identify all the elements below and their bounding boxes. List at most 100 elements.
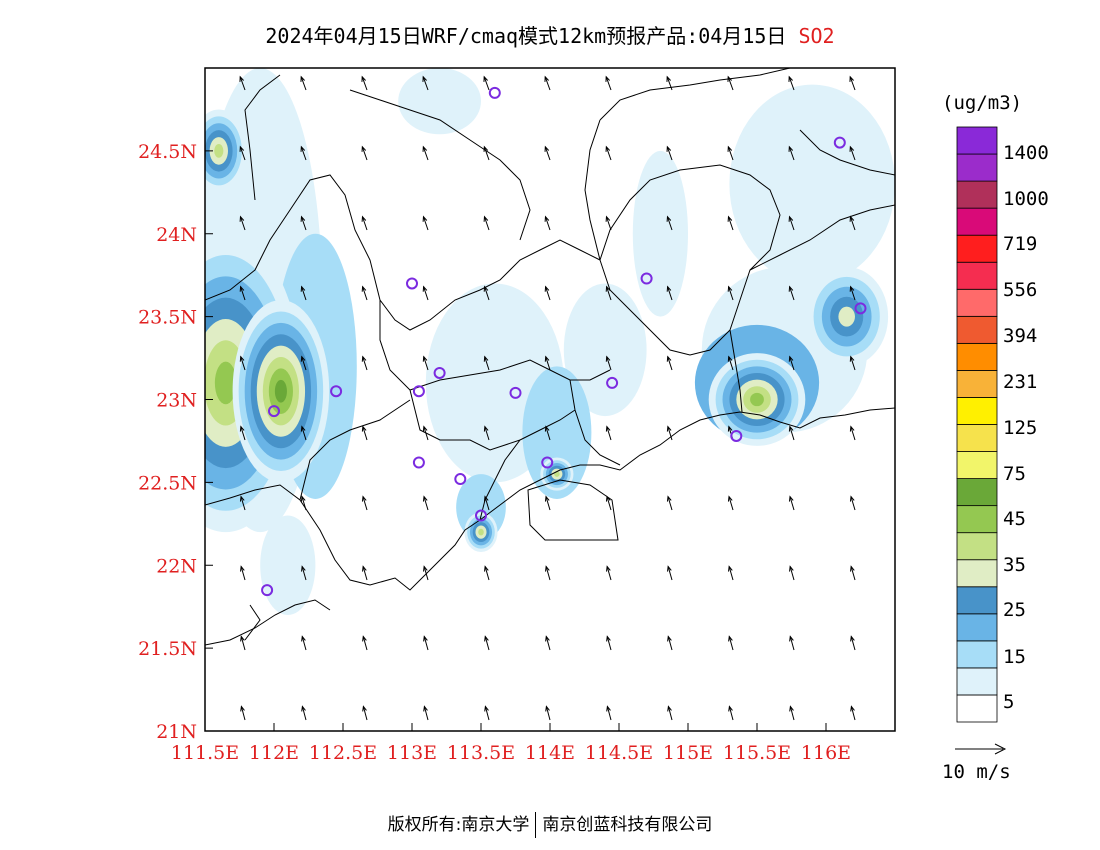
- wind-arrow: [605, 425, 612, 441]
- station-marker: [412, 385, 425, 398]
- wind-arrow: [483, 425, 490, 441]
- wind-arrow: [666, 145, 673, 161]
- wind-arrow: [422, 145, 429, 161]
- title-species: SO2: [798, 24, 835, 48]
- legend-label: 556: [1003, 279, 1037, 301]
- legend-swatch: [956, 478, 998, 507]
- wind-arrow: [422, 215, 429, 231]
- wind-arrow: [484, 635, 490, 651]
- station-marker: [854, 302, 867, 315]
- wind-arrow: [422, 285, 429, 301]
- wind-arrow: [362, 635, 368, 651]
- station-marker: [509, 386, 522, 399]
- legend-swatch: [956, 342, 998, 371]
- wind-arrow: [483, 215, 490, 231]
- wind-arrow: [240, 635, 246, 651]
- wind-arrow: [361, 145, 368, 161]
- wind-arrow: [361, 425, 368, 441]
- wind-arrow: [606, 635, 612, 651]
- x-tick-label: 112.5E: [309, 742, 377, 764]
- wind-arrow: [788, 285, 795, 301]
- wind-arrow: [545, 705, 551, 721]
- legend-label: 1400: [1003, 142, 1049, 164]
- wind-arrow: [605, 495, 612, 511]
- legend-swatch: [956, 288, 998, 317]
- legend-swatch: [956, 315, 998, 344]
- concentration-plume: [214, 143, 224, 158]
- wind-arrow: [849, 75, 856, 91]
- wind-arrow: [605, 215, 612, 231]
- legend-swatch: [956, 180, 998, 209]
- wind-arrow: [850, 565, 856, 581]
- wind-arrow: [788, 75, 795, 91]
- legend-unit: (ug/m3): [942, 92, 1022, 114]
- wind-arrow: [483, 355, 490, 371]
- wind-arrow: [666, 215, 673, 231]
- wind-arrow: [544, 75, 551, 91]
- concentration-plume: [214, 361, 237, 405]
- admin-boundaries: [205, 68, 895, 646]
- wind-arrow: [300, 495, 307, 511]
- wind-arrow: [544, 495, 551, 511]
- legend-label: 45: [1003, 508, 1026, 530]
- wind-arrow: [789, 565, 795, 581]
- wind-arrow: [484, 705, 490, 721]
- wind-arrow: [605, 75, 612, 91]
- station-marker: [541, 456, 554, 469]
- concentration-patch: [729, 84, 895, 284]
- longitude-axis: 111.5E 112E 112.5E 113E 113.5E 114E 114.5E 115E…: [171, 723, 851, 764]
- wind-arrow: [849, 215, 856, 231]
- title-main: 2024年04月15日WRF/cmaq模式12km预报产品:04月15日: [265, 24, 787, 48]
- concentration-plume: [478, 528, 484, 536]
- wind-arrow: [667, 635, 673, 651]
- wind-arrow: [300, 75, 307, 91]
- legend-swatch: [956, 694, 998, 723]
- wind-arrow: [361, 495, 368, 511]
- concentration-fill: [205, 68, 895, 615]
- x-tick-label: 114E: [525, 742, 575, 764]
- x-tick-label: 113.5E: [447, 742, 515, 764]
- wind-arrow: [483, 495, 490, 511]
- wind-arrow: [544, 355, 551, 371]
- wind-arrow: [239, 495, 246, 511]
- wind-arrow: [667, 565, 673, 581]
- wind-arrow: [362, 565, 368, 581]
- wind-arrow: [728, 705, 734, 721]
- wind-arrow: [544, 145, 551, 161]
- legend-swatch: [956, 451, 998, 479]
- wind-arrow: [850, 705, 856, 721]
- legend-label: 75: [1003, 463, 1026, 485]
- wind-arrow: [849, 285, 856, 301]
- y-tick-label: 21.5N: [138, 638, 197, 660]
- legend-swatch: [956, 586, 998, 615]
- y-tick-label: 22.5N: [138, 472, 197, 494]
- legend-swatch: [956, 532, 998, 561]
- wind-arrow: [545, 565, 551, 581]
- wind-arrow: [727, 145, 734, 161]
- concentration-patch: [563, 283, 647, 417]
- x-tick-label: 115E: [663, 742, 713, 764]
- legend-swatch: [956, 667, 998, 696]
- wind-arrow: [788, 495, 795, 511]
- wind-arrow: [301, 635, 307, 651]
- wind-arrow: [666, 285, 673, 301]
- legend-swatch: [956, 613, 998, 642]
- legend-swatch: [956, 397, 998, 425]
- wind-arrow: [239, 425, 246, 441]
- wind-arrow: [300, 355, 307, 371]
- legend-swatch: [956, 559, 998, 588]
- wind-arrow: [788, 425, 795, 441]
- wind-scale: 10 m/s: [942, 743, 1011, 783]
- y-tick-label: 24N: [156, 224, 197, 246]
- x-tick-label: 114.5E: [585, 742, 653, 764]
- wind-arrow: [850, 635, 856, 651]
- wind-arrow: [544, 425, 551, 441]
- wind-arrow: [545, 635, 551, 651]
- station-marker: [330, 385, 343, 398]
- wind-arrow: [300, 215, 307, 231]
- wind-arrow: [605, 145, 612, 161]
- legend-label: 25: [1003, 599, 1026, 621]
- wind-arrow: [422, 75, 429, 91]
- legend-label: 35: [1003, 554, 1026, 576]
